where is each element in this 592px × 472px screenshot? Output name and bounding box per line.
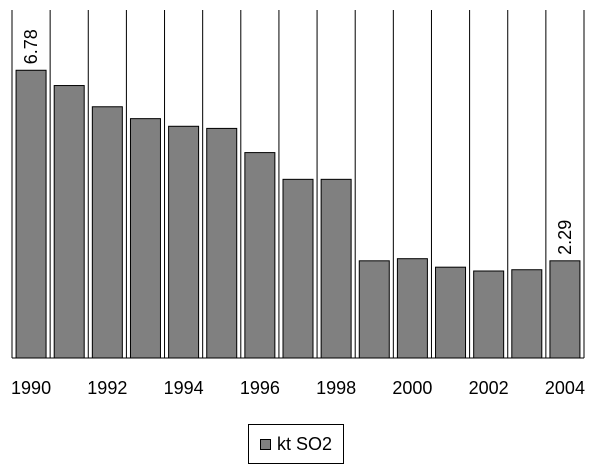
bar-2002 (473, 270, 505, 359)
bar-1996 (244, 152, 276, 359)
legend-label: kt SO2 (276, 433, 333, 454)
x-tick-labels: 1990 1992 1994 1996 1998 2000 2002 2004 (11, 378, 585, 398)
x-tick-label-1994: 1994 (164, 378, 204, 398)
vertical-gridlines (11, 10, 585, 358)
legend-swatch (259, 438, 271, 450)
bar-1995 (206, 127, 238, 359)
x-tick-label-1998: 1998 (316, 378, 356, 398)
bar-1991 (53, 85, 85, 359)
x-tick-label-2000: 2000 (392, 378, 432, 398)
bar-1994 (168, 125, 200, 359)
bar-1992 (91, 106, 123, 359)
x-tick-label-2004: 2004 (545, 378, 585, 398)
x-tick-label-1990: 1990 (11, 378, 51, 398)
bar-1993 (129, 118, 161, 359)
bar-2003 (511, 269, 543, 359)
bar-2004 (549, 260, 581, 359)
bar-1998 (320, 178, 352, 359)
data-label-2004: 2.29 (555, 220, 575, 255)
bar-2001 (435, 266, 467, 359)
data-labels: 6.78 2.29 (21, 29, 575, 255)
x-tick-label-2002: 2002 (469, 378, 509, 398)
legend: kt SO2 (248, 424, 344, 464)
bar-1997 (282, 178, 314, 359)
x-tick-label-1992: 1992 (87, 378, 127, 398)
bar-series (15, 69, 581, 359)
bar-1990 (15, 69, 47, 359)
data-label-1990: 6.78 (21, 29, 41, 64)
bar-1999 (358, 260, 390, 359)
bar-2000 (396, 258, 428, 359)
x-tick-label-1996: 1996 (240, 378, 280, 398)
